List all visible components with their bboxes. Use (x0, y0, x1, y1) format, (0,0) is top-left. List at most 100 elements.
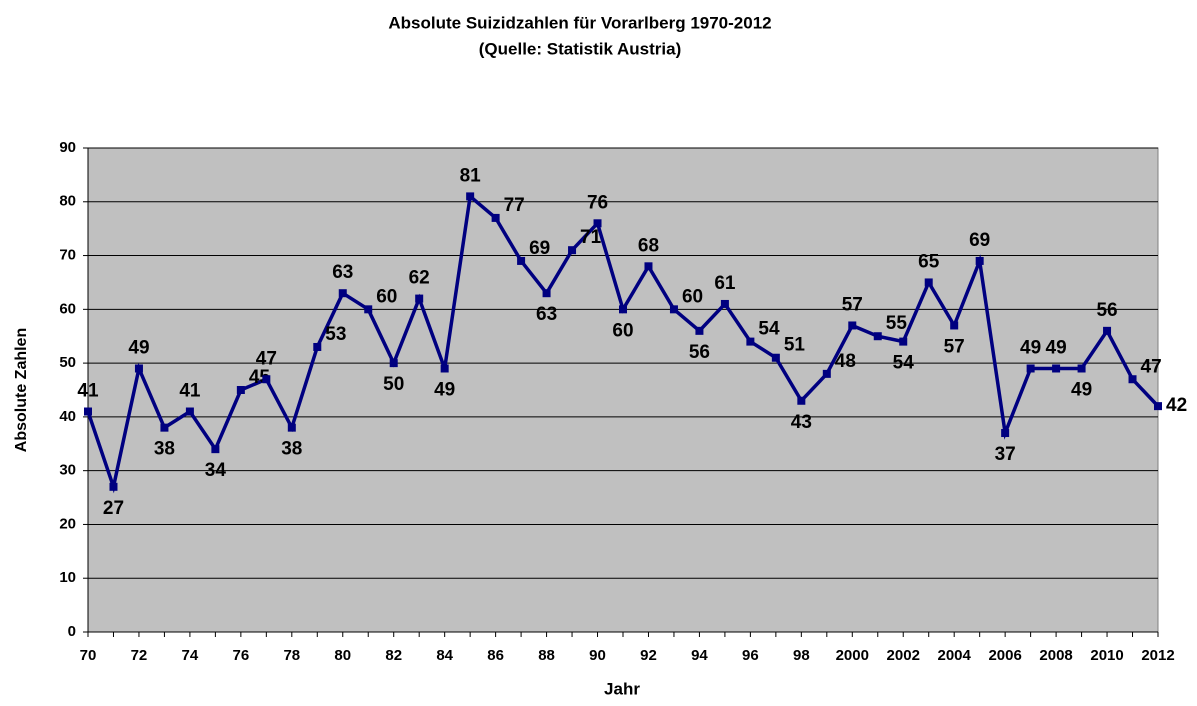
y-tick-label: 0 (68, 623, 76, 640)
data-label: 50 (383, 374, 404, 395)
data-label: 55 (886, 313, 908, 334)
x-axis-label: Jahr (604, 679, 640, 698)
data-point (160, 423, 169, 432)
data-point (975, 256, 984, 265)
x-tick-label: 92 (640, 647, 657, 664)
data-label: 60 (612, 320, 633, 341)
data-point (848, 321, 857, 330)
x-tick-label: 2004 (938, 647, 972, 664)
y-tick-label: 30 (59, 462, 76, 479)
y-tick-label: 40 (59, 408, 76, 425)
data-point (440, 364, 449, 373)
y-tick-label: 20 (59, 515, 76, 532)
data-label: 38 (281, 439, 302, 460)
y-tick-label: 90 (59, 139, 76, 156)
x-tick-label: 96 (742, 647, 759, 664)
data-label: 60 (682, 286, 703, 307)
data-point (1001, 429, 1010, 438)
chart-subtitle: (Quelle: Statistik Austria) (479, 39, 681, 58)
data-point (1026, 364, 1035, 373)
data-point (873, 332, 882, 341)
x-tick-label: 2010 (1090, 647, 1123, 664)
data-label: 57 (842, 294, 863, 315)
data-point (771, 353, 780, 362)
data-point (491, 213, 500, 222)
x-tick-label: 90 (589, 647, 606, 664)
x-tick-label: 70 (80, 647, 97, 664)
data-label: 76 (587, 192, 608, 213)
data-label: 51 (784, 335, 806, 356)
data-label: 77 (504, 195, 525, 216)
data-label: 62 (409, 268, 430, 289)
y-tick-label: 70 (59, 247, 76, 264)
data-label: 71 (580, 227, 602, 248)
data-label: 47 (1141, 356, 1162, 377)
data-point (466, 192, 475, 201)
data-point (364, 305, 373, 314)
data-point (338, 289, 347, 298)
x-tick-label: 2008 (1039, 647, 1072, 664)
x-tick-label: 2006 (988, 647, 1021, 664)
data-label: 43 (791, 412, 812, 433)
data-point (1077, 364, 1086, 373)
data-point (185, 407, 194, 416)
data-label: 68 (638, 235, 659, 256)
x-tick-label: 88 (538, 647, 555, 664)
data-point (109, 482, 118, 491)
data-point (644, 262, 653, 271)
data-label: 49 (434, 380, 455, 401)
data-point (84, 407, 92, 416)
data-label: 65 (918, 251, 940, 272)
data-point (389, 359, 398, 368)
data-label: 34 (205, 460, 227, 481)
data-point (619, 305, 627, 314)
data-label: 53 (325, 324, 346, 345)
data-point (797, 396, 806, 405)
data-point (568, 246, 577, 255)
data-label: 60 (376, 286, 397, 307)
data-label: 56 (689, 342, 710, 363)
data-point (517, 256, 526, 265)
data-point (287, 423, 296, 432)
data-point (262, 375, 271, 384)
data-label: 63 (332, 262, 353, 283)
data-label: 38 (154, 439, 175, 460)
y-axis-label: Absolute Zahlen (13, 328, 30, 452)
y-tick-label: 10 (59, 569, 76, 586)
data-label: 81 (460, 165, 482, 186)
data-point (1103, 326, 1112, 335)
data-label: 69 (529, 238, 550, 259)
data-label: 42 (1166, 395, 1187, 416)
data-point (950, 321, 959, 330)
data-point (822, 369, 831, 378)
data-point (1052, 364, 1061, 373)
data-point (1128, 375, 1137, 384)
x-tick-label: 2002 (887, 647, 920, 664)
data-label: 41 (77, 381, 99, 402)
data-point (746, 337, 755, 346)
data-point (924, 278, 933, 287)
data-label: 56 (1096, 300, 1117, 321)
data-point (720, 299, 729, 308)
data-label: 49 (128, 338, 149, 359)
data-point (415, 294, 424, 303)
x-tick-label: 2000 (836, 647, 869, 664)
data-point (211, 445, 220, 454)
data-label: 48 (835, 351, 856, 372)
data-label: 47 (256, 348, 277, 369)
data-point (134, 364, 143, 373)
x-tick-label: 80 (334, 647, 351, 664)
data-point (313, 342, 322, 351)
data-point (1154, 402, 1162, 411)
y-tick-label: 50 (59, 354, 76, 371)
data-label: 54 (893, 353, 915, 374)
plot-area (87, 147, 1159, 633)
x-tick-label: 94 (691, 647, 708, 664)
chart-title: Absolute Suizidzahlen für Vorarlberg 197… (388, 13, 771, 32)
x-tick-label: 82 (385, 647, 402, 664)
x-tick-label: 2012 (1141, 647, 1174, 664)
data-point (899, 337, 908, 346)
data-label: 69 (969, 230, 990, 251)
x-tick-label: 86 (487, 647, 504, 664)
